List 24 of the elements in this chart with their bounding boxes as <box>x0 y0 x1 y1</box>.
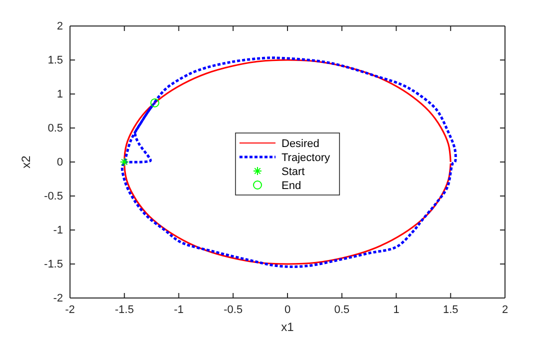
legend-label: End <box>282 180 302 192</box>
x-tick-label: 1 <box>393 304 400 316</box>
x-axis-title: x1 <box>281 320 294 334</box>
x-tick-label: 0.5 <box>334 304 350 316</box>
y-axis-title: x2 <box>19 155 33 168</box>
x-tick-label: -1 <box>174 304 184 316</box>
legend-label: Trajectory <box>282 152 330 164</box>
x-tick-label: -0.5 <box>224 304 243 316</box>
y-tick-label: 2 <box>56 20 63 33</box>
x-tick-label: 1.5 <box>442 304 458 316</box>
legend-label: Desired <box>282 138 320 150</box>
y-tick-label: 1.5 <box>48 54 63 67</box>
x-tick-label: 0 <box>284 304 291 316</box>
y-tick-label: -1.5 <box>44 258 63 271</box>
y-tick-label: -0.5 <box>44 190 63 203</box>
legend-label: Start <box>282 166 305 178</box>
x-tick-label: -1.5 <box>114 304 134 316</box>
y-tick-label: 0.5 <box>48 122 63 135</box>
x-tick-label: 2 <box>502 304 508 316</box>
y-tick-label: -1 <box>53 224 63 237</box>
y-tick-label: 1 <box>56 88 63 101</box>
y-tick-label: 0 <box>56 156 63 169</box>
y-tick-label: -2 <box>53 292 63 305</box>
x-tick-label: -2 <box>65 304 75 316</box>
